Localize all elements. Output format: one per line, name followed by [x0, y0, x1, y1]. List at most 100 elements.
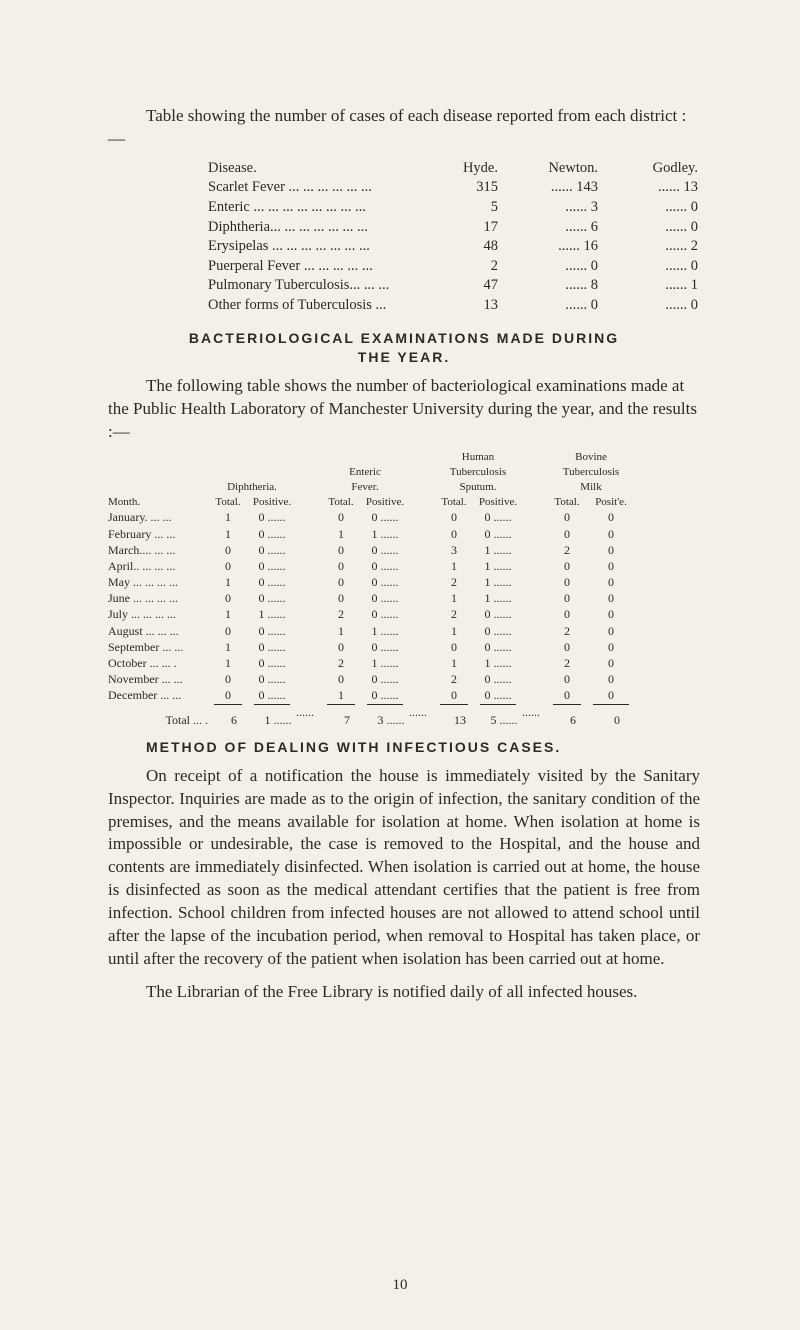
- enteric-positive: 0 ......: [361, 671, 409, 687]
- total-cell: 13: [440, 712, 480, 728]
- bovine-total: 0: [547, 574, 587, 590]
- disease-name: Scarlet Fever ... ... ... ... ... ...: [208, 178, 418, 198]
- enteric-total: 0: [321, 558, 361, 574]
- enteric-total: 0: [321, 542, 361, 558]
- bovine-positive: 0: [587, 558, 635, 574]
- human-positive: 1 ......: [474, 655, 522, 671]
- group-head-human: Human: [434, 450, 522, 465]
- month-label: October ... ... .: [108, 655, 208, 671]
- bovine-total: 0: [547, 671, 587, 687]
- group-head-diphtheria: Diphtheria.: [208, 480, 296, 495]
- bovine-total: 2: [547, 623, 587, 639]
- district-row: Erysipelas ... ... ... ... ... ... ...48…: [208, 237, 700, 257]
- diph-positive: 0 ......: [248, 687, 296, 703]
- human-positive: 0 ......: [474, 687, 522, 703]
- enteric-positive: 0 ......: [361, 606, 409, 622]
- month-label: March.... ... ...: [108, 542, 208, 558]
- newton-value: ...... 143: [498, 178, 598, 198]
- godley-value: ...... 0: [598, 198, 698, 218]
- enteric-positive: 0 ......: [361, 687, 409, 703]
- bovine-total: 0: [547, 639, 587, 655]
- human-total: 2: [434, 574, 474, 590]
- group-head-bovine: Tuberculosis: [547, 465, 635, 480]
- bovine-positive: 0: [587, 574, 635, 590]
- bact-row: May ... ... ... ...10 ......00 ......21 …: [108, 574, 700, 590]
- human-total: 2: [434, 671, 474, 687]
- bact-row: October ... ... .10 ......21 ......11 ..…: [108, 655, 700, 671]
- bovine-positive: 0: [587, 606, 635, 622]
- godley-value: ...... 0: [598, 296, 698, 316]
- bovine-positive: 0: [587, 509, 635, 525]
- human-total: 1: [434, 590, 474, 606]
- godley-value: ...... 0: [598, 218, 698, 238]
- hyde-value: 17: [418, 218, 498, 238]
- newton-value: ...... 0: [498, 296, 598, 316]
- enteric-positive: 0 ......: [361, 509, 409, 525]
- bovine-positive: 0: [587, 590, 635, 606]
- human-total: 0: [434, 687, 474, 703]
- hyde-value: 2: [418, 257, 498, 277]
- total-cell: 6: [214, 712, 254, 728]
- diph-positive: 0 ......: [248, 509, 296, 525]
- human-positive: 0 ......: [474, 623, 522, 639]
- heading-bacteriological: BACTERIOLOGICAL EXAMINATIONS MADE DURING…: [108, 329, 700, 367]
- godley-value: ...... 1: [598, 276, 698, 296]
- human-positive: 0 ......: [474, 671, 522, 687]
- godley-value: ...... 0: [598, 257, 698, 277]
- godley-value: ...... 2: [598, 237, 698, 257]
- bovine-total: 0: [547, 509, 587, 525]
- subhead-total: Total.: [321, 495, 361, 510]
- month-label: December ... ...: [108, 687, 208, 703]
- diph-total: 1: [208, 574, 248, 590]
- group-head-enteric: Fever.: [321, 480, 409, 495]
- hyde-value: 13: [418, 296, 498, 316]
- intro-paragraph: Table showing the number of cases of eac…: [108, 105, 700, 151]
- disease-name: Other forms of Tuberculosis ...: [208, 296, 418, 316]
- newton-value: ...... 3: [498, 198, 598, 218]
- bovine-positive: 0: [587, 671, 635, 687]
- enteric-positive: 0 ......: [361, 558, 409, 574]
- newton-value: ...... 0: [498, 257, 598, 277]
- disease-name: Puerperal Fever ... ... ... ... ...: [208, 257, 418, 277]
- bact-row: February ... ...10 ......11 ......00 ...…: [108, 526, 700, 542]
- total-cell: 3 ......: [367, 712, 415, 728]
- enteric-positive: 1 ......: [361, 526, 409, 542]
- subhead-month: Month.: [108, 495, 208, 510]
- human-total: 3: [434, 542, 474, 558]
- district-row: Other forms of Tuberculosis ...13...... …: [208, 296, 700, 316]
- enteric-positive: 0 ......: [361, 574, 409, 590]
- diph-total: 1: [208, 655, 248, 671]
- diph-positive: 0 ......: [248, 655, 296, 671]
- district-row: Enteric ... ... ... ... ... ... ... ...5…: [208, 198, 700, 218]
- diph-total: 0: [208, 671, 248, 687]
- diph-positive: 0 ......: [248, 623, 296, 639]
- bact-row: August ... ... ...00 ......11 ......10 .…: [108, 623, 700, 639]
- month-label: September ... ...: [108, 639, 208, 655]
- bact-row: September ... ...10 ......00 ......00 ..…: [108, 639, 700, 655]
- total-cell: 7: [327, 712, 367, 728]
- diph-positive: 0 ......: [248, 558, 296, 574]
- disease-name: Enteric ... ... ... ... ... ... ... ...: [208, 198, 418, 218]
- newton-value: ...... 8: [498, 276, 598, 296]
- diph-total: 0: [208, 542, 248, 558]
- enteric-positive: 0 ......: [361, 542, 409, 558]
- month-label: April.. ... ... ...: [108, 558, 208, 574]
- human-total: 0: [434, 509, 474, 525]
- header-cell: Hyde.: [418, 159, 498, 179]
- bovine-total: 0: [547, 558, 587, 574]
- group-head-enteric: Enteric: [321, 465, 409, 480]
- bact-row: April.. ... ... ...00 ......00 ......11 …: [108, 558, 700, 574]
- diph-positive: 1 ......: [248, 606, 296, 622]
- bovine-positive: 0: [587, 639, 635, 655]
- enteric-positive: 1 ......: [361, 623, 409, 639]
- total-cell: 0: [593, 712, 641, 728]
- bovine-total: 2: [547, 542, 587, 558]
- total-label: Total ... .: [108, 712, 214, 728]
- diph-positive: 0 ......: [248, 671, 296, 687]
- total-cell: 5 ......: [480, 712, 528, 728]
- diph-total: 1: [208, 639, 248, 655]
- bact-row: December ... ...00 ......10 ......00 ...…: [108, 687, 700, 703]
- bact-subheader-row: Month. Total. Positive. Total. Positive.…: [108, 495, 700, 510]
- enteric-total: 1: [321, 623, 361, 639]
- bact-rule-row: ...... ...... ......: [108, 704, 700, 712]
